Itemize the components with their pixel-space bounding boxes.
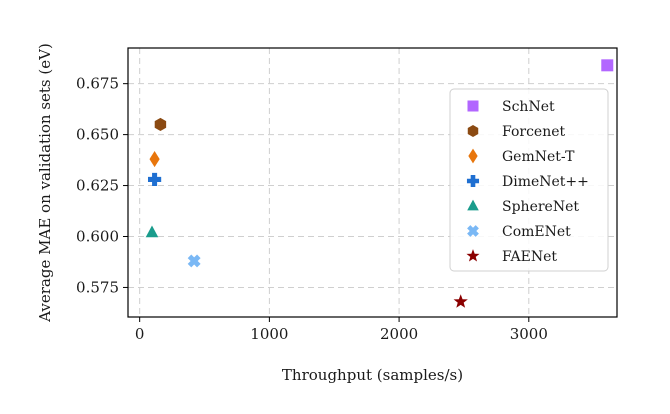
- y-axis-label: Average MAE on validation sets (eV): [36, 43, 54, 323]
- point-faenet: [453, 294, 468, 308]
- y-tick-label: 0.650: [76, 126, 119, 144]
- y-tick-label: 0.575: [76, 278, 119, 296]
- point-schnet: [601, 59, 614, 72]
- x-tick-label: 0: [135, 325, 145, 343]
- y-tick-label: 0.675: [76, 75, 119, 93]
- axis-ticks: 0 1000 2000 3000 0.575 0.600 0.625 0.650 0.675: [76, 75, 548, 343]
- legend-marker-schnet: [467, 100, 479, 112]
- point-forcenet: [154, 117, 167, 132]
- data-points: [145, 59, 614, 308]
- legend-label-forcenet: Forcenet: [502, 124, 565, 140]
- x-axis-label: Throughput (samples/s): [282, 366, 463, 384]
- legend-marker-forcenet: [467, 124, 479, 138]
- legend-label-faenet: FAENet: [502, 249, 557, 265]
- legend-label-dimenet: DimeNet++: [502, 174, 589, 190]
- legend-marker-dimenet: [466, 174, 480, 188]
- y-tick-label: 0.625: [76, 177, 119, 195]
- legend: SchNet Forcenet GemNet-T DimeNet++ SphereNet…: [449, 88, 609, 272]
- legend-box: [449, 88, 609, 272]
- legend-label-gemnet-t: GemNet-T: [502, 149, 575, 165]
- legend-marker-faenet: [466, 249, 480, 262]
- y-tick-label: 0.600: [76, 228, 119, 246]
- point-dimenet: [147, 172, 162, 187]
- point-spherenet: [145, 225, 159, 238]
- grid: [128, 48, 617, 317]
- legend-marker-comenet: [467, 225, 479, 237]
- legend-label-schnet: SchNet: [502, 99, 555, 115]
- legend-marker-spherenet: [467, 199, 479, 211]
- point-comenet: [187, 254, 201, 268]
- point-gemnet-t: [149, 150, 160, 168]
- x-tick-label: 3000: [510, 325, 548, 343]
- plot-frame: [127, 47, 618, 318]
- legend-marker-gemnet-t: [468, 148, 478, 164]
- x-tick-label: 1000: [250, 325, 288, 343]
- legend-label-spherenet: SphereNet: [502, 199, 579, 215]
- legend-label-comenet: ComENet: [502, 224, 571, 240]
- x-tick-label: 2000: [380, 325, 418, 343]
